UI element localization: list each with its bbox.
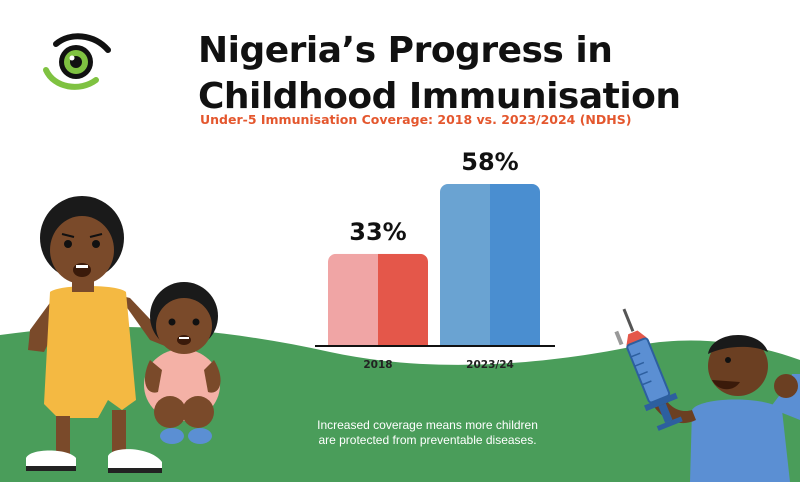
eye-logo-icon <box>43 33 111 90</box>
bar-right-shade <box>378 253 428 346</box>
bar-2 <box>440 184 540 346</box>
data-label-2: 58% <box>461 148 518 176</box>
bar-left-shade <box>440 184 490 346</box>
bar-right-shade <box>490 184 540 346</box>
boy-with-syringe-illustration <box>650 334 800 482</box>
title-line-2: Childhood Immunisation <box>198 76 681 117</box>
older-child-illustration <box>26 196 170 473</box>
caption-line-1: Increased coverage means more children <box>317 418 538 432</box>
page-title: Nigeria’s Progress in Childhood Immunisa… <box>198 28 681 120</box>
baby-illustration <box>144 282 221 444</box>
data-label-1: 33% <box>349 218 406 246</box>
syringe-icon <box>614 308 683 431</box>
chart-subtitle: Under-5 Immunisation Coverage: 2018 vs. … <box>200 112 632 127</box>
bar-left-shade <box>328 253 378 346</box>
x-tick-label-2: 2023/24 <box>466 359 514 371</box>
title-line-1: Nigeria’s Progress in <box>198 30 613 71</box>
bar-1 <box>328 253 428 346</box>
x-tick-label-1: 2018 <box>363 359 392 371</box>
caption-line-2: are protected from preventable diseases. <box>318 433 537 447</box>
caption-text: Increased coverage means more children a… <box>300 418 555 448</box>
